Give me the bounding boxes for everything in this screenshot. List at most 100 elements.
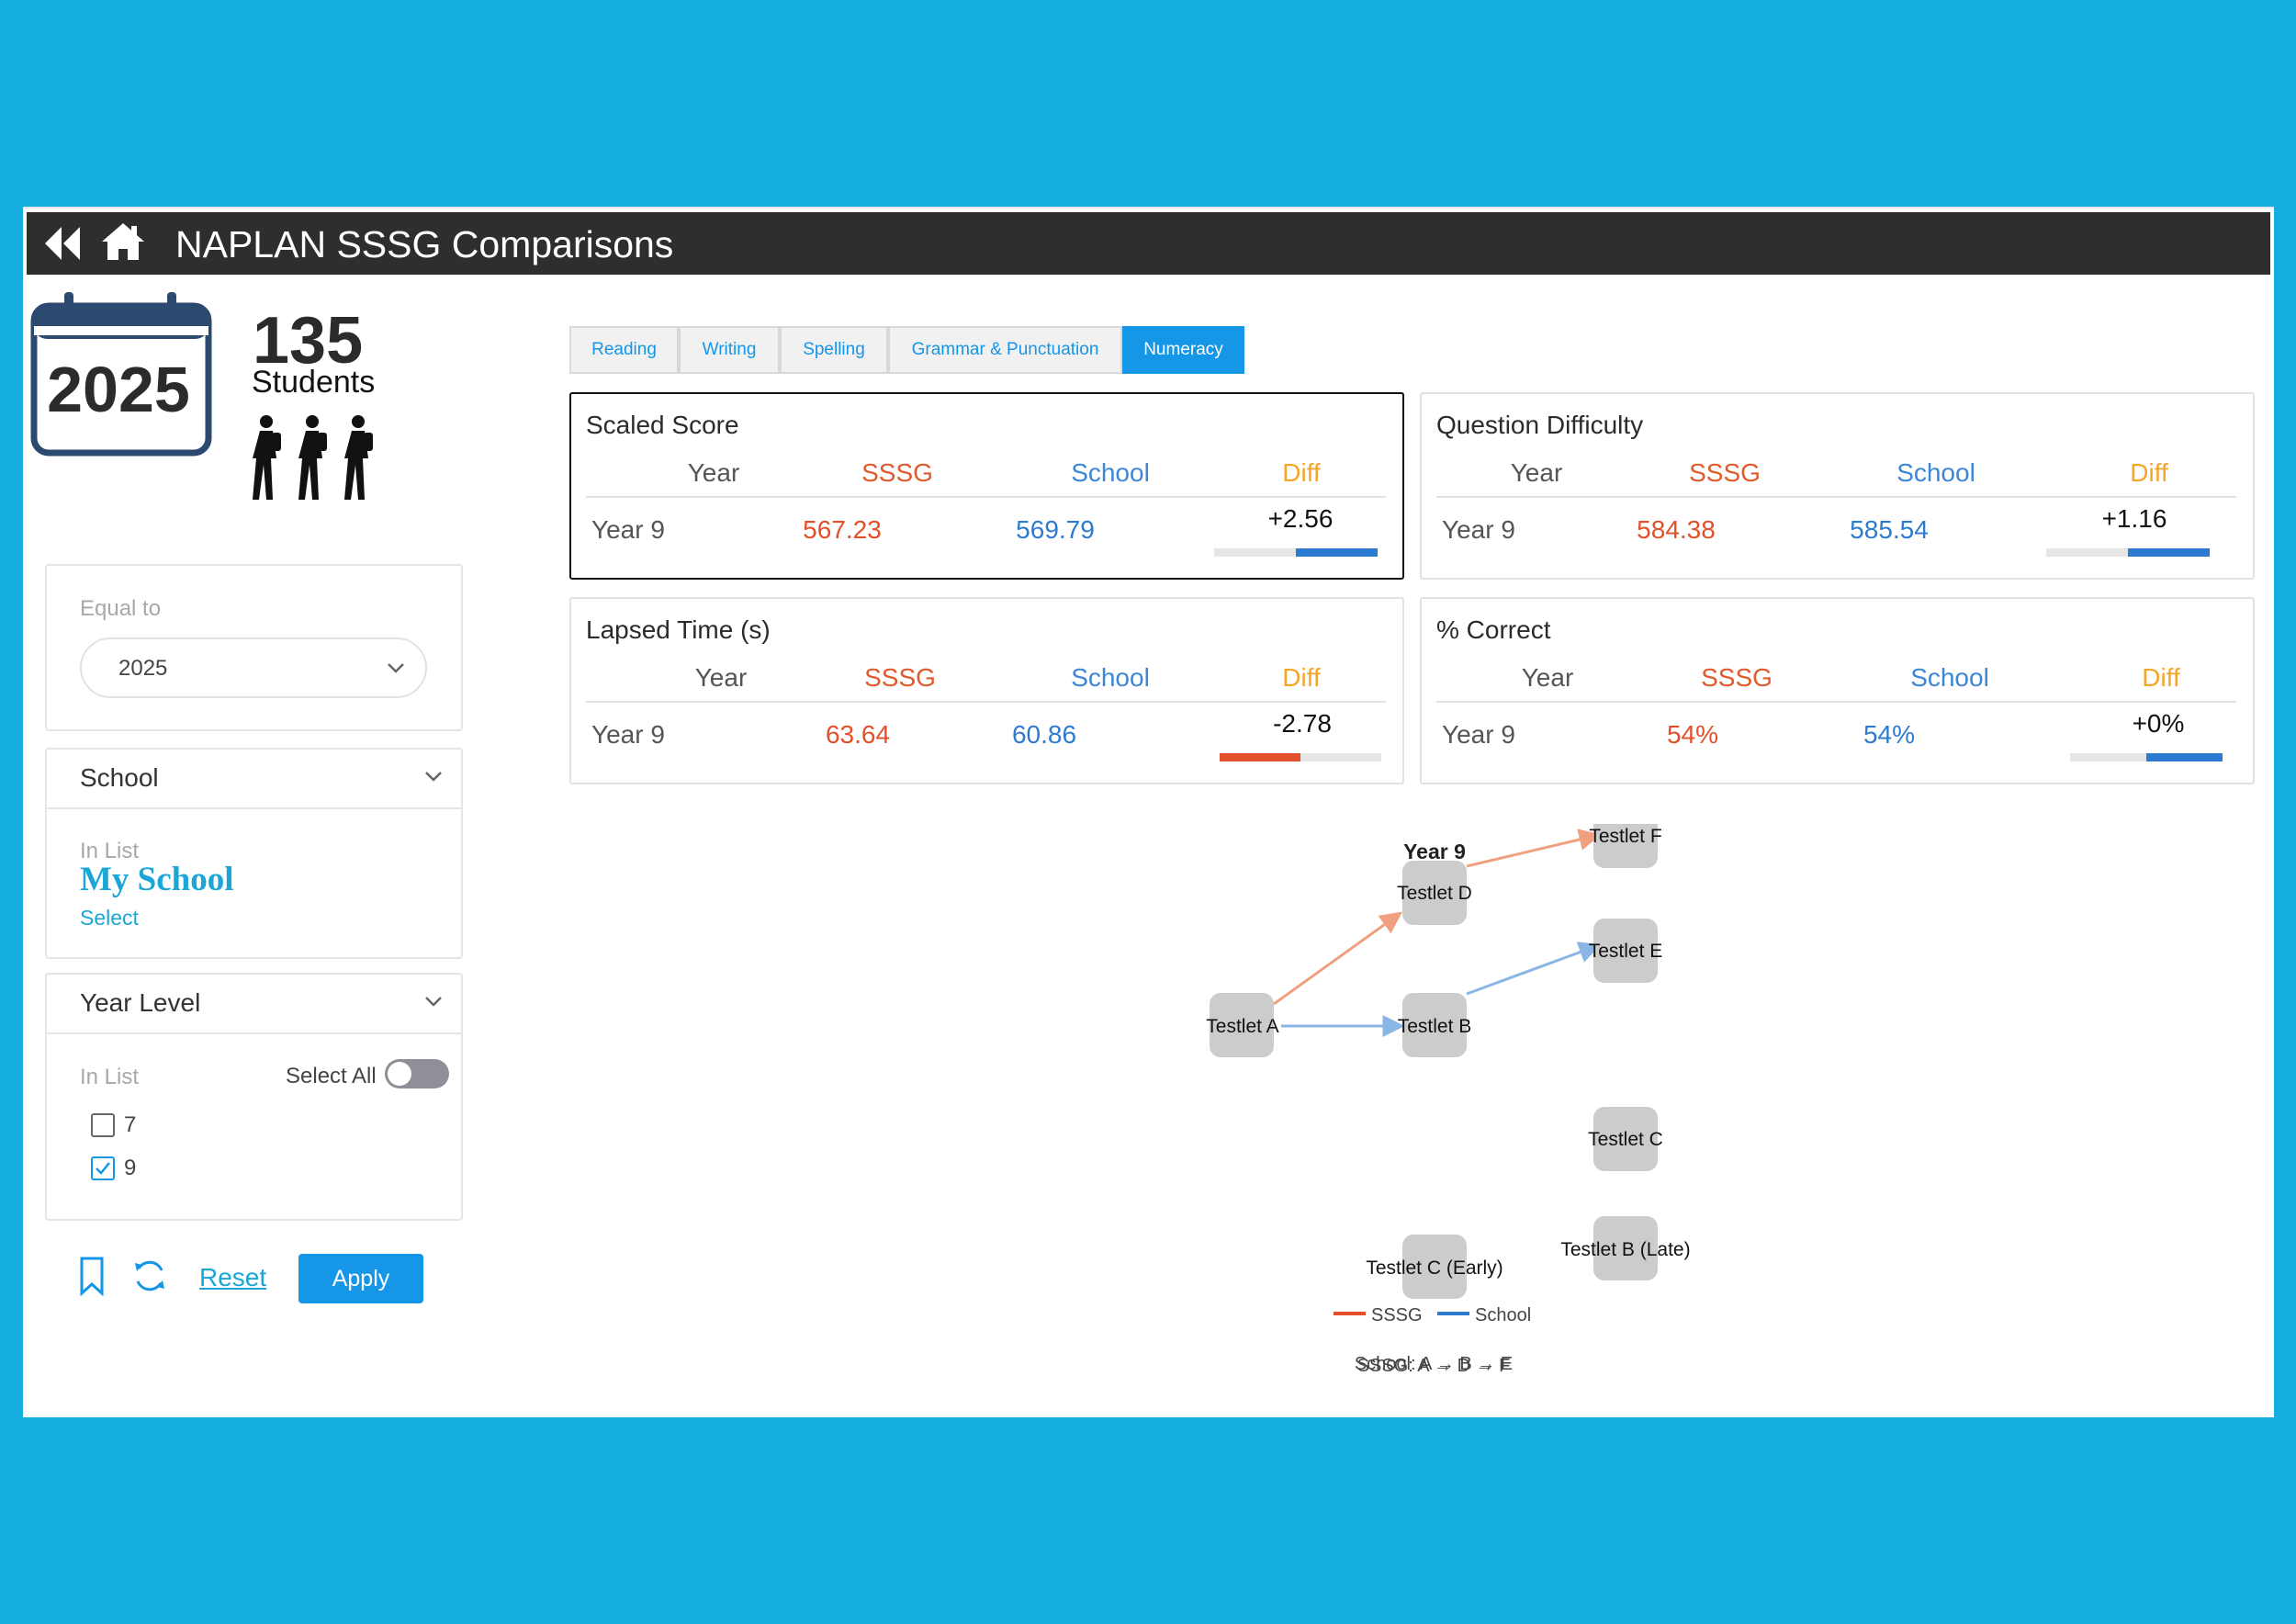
row-year: Year 9: [1442, 720, 1515, 749]
reset-link[interactable]: Reset: [199, 1263, 267, 1291]
diff-bar-fill: [1220, 753, 1300, 761]
apply-button[interactable]: Apply: [298, 1254, 423, 1303]
year-level-list-label: In List: [80, 1065, 140, 1089]
diff-value: +0%: [2132, 709, 2185, 738]
divider: [1436, 496, 2236, 498]
school-value: 54%: [1863, 720, 1916, 749]
diff-bar-fill: [1296, 548, 1378, 557]
sssg-edges: [1273, 829, 1602, 1006]
node-label: Testlet C (Early): [1366, 1257, 1503, 1279]
select-all-label: Select All: [286, 1064, 377, 1088]
diff-bar-fill: [2128, 548, 2210, 557]
node-testlet-d[interactable]: Testlet D: [1397, 861, 1472, 925]
node-testlet-b[interactable]: Testlet B: [1398, 993, 1472, 1057]
edge-a-d: [1273, 911, 1402, 1006]
col-header-diff: Diff: [1282, 663, 1321, 692]
edge-d-f: [1466, 829, 1602, 868]
tab-writing[interactable]: Writing: [679, 326, 780, 374]
year-level-filter-header[interactable]: Year Level: [47, 975, 461, 1034]
year-9-checkbox[interactable]: [91, 1156, 115, 1180]
refresh-icon[interactable]: [131, 1257, 168, 1299]
toggle-knob: [388, 1062, 411, 1086]
col-header-sssg: SSSG: [1701, 663, 1773, 692]
chevron-down-icon: [387, 661, 405, 679]
year-level-filter-card: Year Level In List Select All 7 9: [45, 973, 463, 1221]
selected-year: 2025: [47, 354, 190, 425]
metric-title: Scaled Score: [586, 411, 739, 439]
node-testlet-f[interactable]: Testlet F: [1589, 824, 1662, 868]
divider: [1436, 701, 2236, 703]
school-filter-header[interactable]: School: [47, 750, 461, 809]
diff-bar: [1214, 548, 1378, 557]
home-icon[interactable]: [100, 221, 146, 266]
diff-value: -2.78: [1273, 709, 1332, 738]
node-label: Testlet D: [1397, 883, 1472, 904]
tab-spelling[interactable]: Spelling: [780, 326, 888, 374]
year-7-checkbox[interactable]: [91, 1113, 115, 1137]
col-header-year: Year: [1521, 663, 1574, 692]
col-header-school: School: [1910, 663, 1989, 692]
sssg-value: 584.38: [1637, 515, 1716, 544]
tab-grammar-punctuation[interactable]: Grammar & Punctuation: [888, 326, 1122, 374]
row-year: Year 9: [591, 515, 665, 544]
school-filter-title: School: [80, 763, 159, 792]
node-label: Testlet E: [1589, 941, 1663, 962]
node-label: Testlet B (Late): [1560, 1239, 1690, 1260]
chevron-down-icon: [424, 770, 443, 787]
col-header-year: Year: [1510, 458, 1563, 487]
node-testlet-a[interactable]: Testlet A: [1206, 993, 1279, 1057]
select-all-toggle[interactable]: [385, 1059, 449, 1088]
bookmark-icon[interactable]: [78, 1256, 106, 1301]
app-window: NAPLAN SSSG Comparisons 2025 135 Student…: [23, 207, 2274, 1417]
legend-sssg-label: SSSG: [1371, 1305, 1423, 1325]
diff-value: +1.16: [2101, 504, 2167, 533]
pathway-title: Year 9: [1403, 840, 1466, 863]
metric-card-percent-correct[interactable]: % Correct Year SSSG School Diff Year 9 5…: [1420, 597, 2255, 784]
metric-card-scaled-score[interactable]: Scaled Score Year SSSG School Diff Year …: [569, 392, 1404, 580]
node-testlet-b-late[interactable]: Testlet B (Late): [1560, 1216, 1691, 1280]
metric-title: % Correct: [1436, 615, 1551, 644]
sssg-value: 54%: [1666, 720, 1719, 749]
node-testlet-e[interactable]: Testlet E: [1589, 919, 1663, 983]
col-header-diff: Diff: [2130, 458, 2168, 487]
node-testlet-c[interactable]: Testlet C: [1588, 1107, 1663, 1171]
col-header-sssg: SSSG: [1689, 458, 1761, 487]
double-chevron-left-icon[interactable]: [41, 225, 84, 266]
node-label: Testlet B: [1398, 1016, 1472, 1037]
edge-b-e: [1466, 942, 1602, 996]
metric-title: Question Difficulty: [1436, 411, 1644, 439]
student-count: 135: [253, 304, 364, 378]
col-header-diff: Diff: [2142, 663, 2180, 692]
col-header-school: School: [1896, 458, 1975, 487]
diff-bar: [2070, 753, 2223, 761]
school-value: 585.54: [1850, 515, 1929, 544]
checkmark-icon: [96, 1162, 110, 1175]
calendar-icon: [29, 289, 213, 465]
sssg-value: 567.23: [803, 515, 882, 544]
pathway-graph: Year 9 Testlet A Testlet B Testlet C Tes…: [1206, 824, 1691, 1375]
school-select-link[interactable]: Select: [80, 906, 139, 930]
header-bar: NAPLAN SSSG Comparisons: [27, 212, 2270, 275]
node-label: Testlet A: [1206, 1016, 1278, 1037]
col-header-year: Year: [687, 458, 740, 487]
row-year: Year 9: [1442, 515, 1515, 544]
node-label: Testlet F: [1589, 826, 1661, 847]
col-header-school: School: [1071, 663, 1150, 692]
tab-reading[interactable]: Reading: [569, 326, 679, 374]
sssg-path-summary: SSSG: A → D → F: [1357, 1356, 1511, 1375]
node-testlet-c-early[interactable]: Testlet C (Early): [1366, 1235, 1503, 1299]
year-select[interactable]: 2025: [80, 637, 427, 698]
school-path-summary: School: A → B → E: [1354, 1354, 1514, 1374]
diff-bar-fill: [2146, 753, 2223, 761]
chevron-down-icon: [424, 995, 443, 1012]
col-header-year: Year: [694, 663, 748, 692]
legend-school-label: School: [1475, 1305, 1531, 1325]
school-filter-card: School In List My School Select: [45, 748, 463, 959]
year-9-label: 9: [124, 1156, 137, 1180]
col-header-school: School: [1071, 458, 1150, 487]
tab-numeracy[interactable]: Numeracy: [1122, 326, 1244, 374]
school-list-label: In List: [80, 839, 140, 863]
metric-card-question-difficulty[interactable]: Question Difficulty Year SSSG School Dif…: [1420, 392, 2255, 580]
pathway-legend: SSSG School: [1334, 1305, 1531, 1325]
metric-card-lapsed-time[interactable]: Lapsed Time (s) Year SSSG School Diff Ye…: [569, 597, 1404, 784]
